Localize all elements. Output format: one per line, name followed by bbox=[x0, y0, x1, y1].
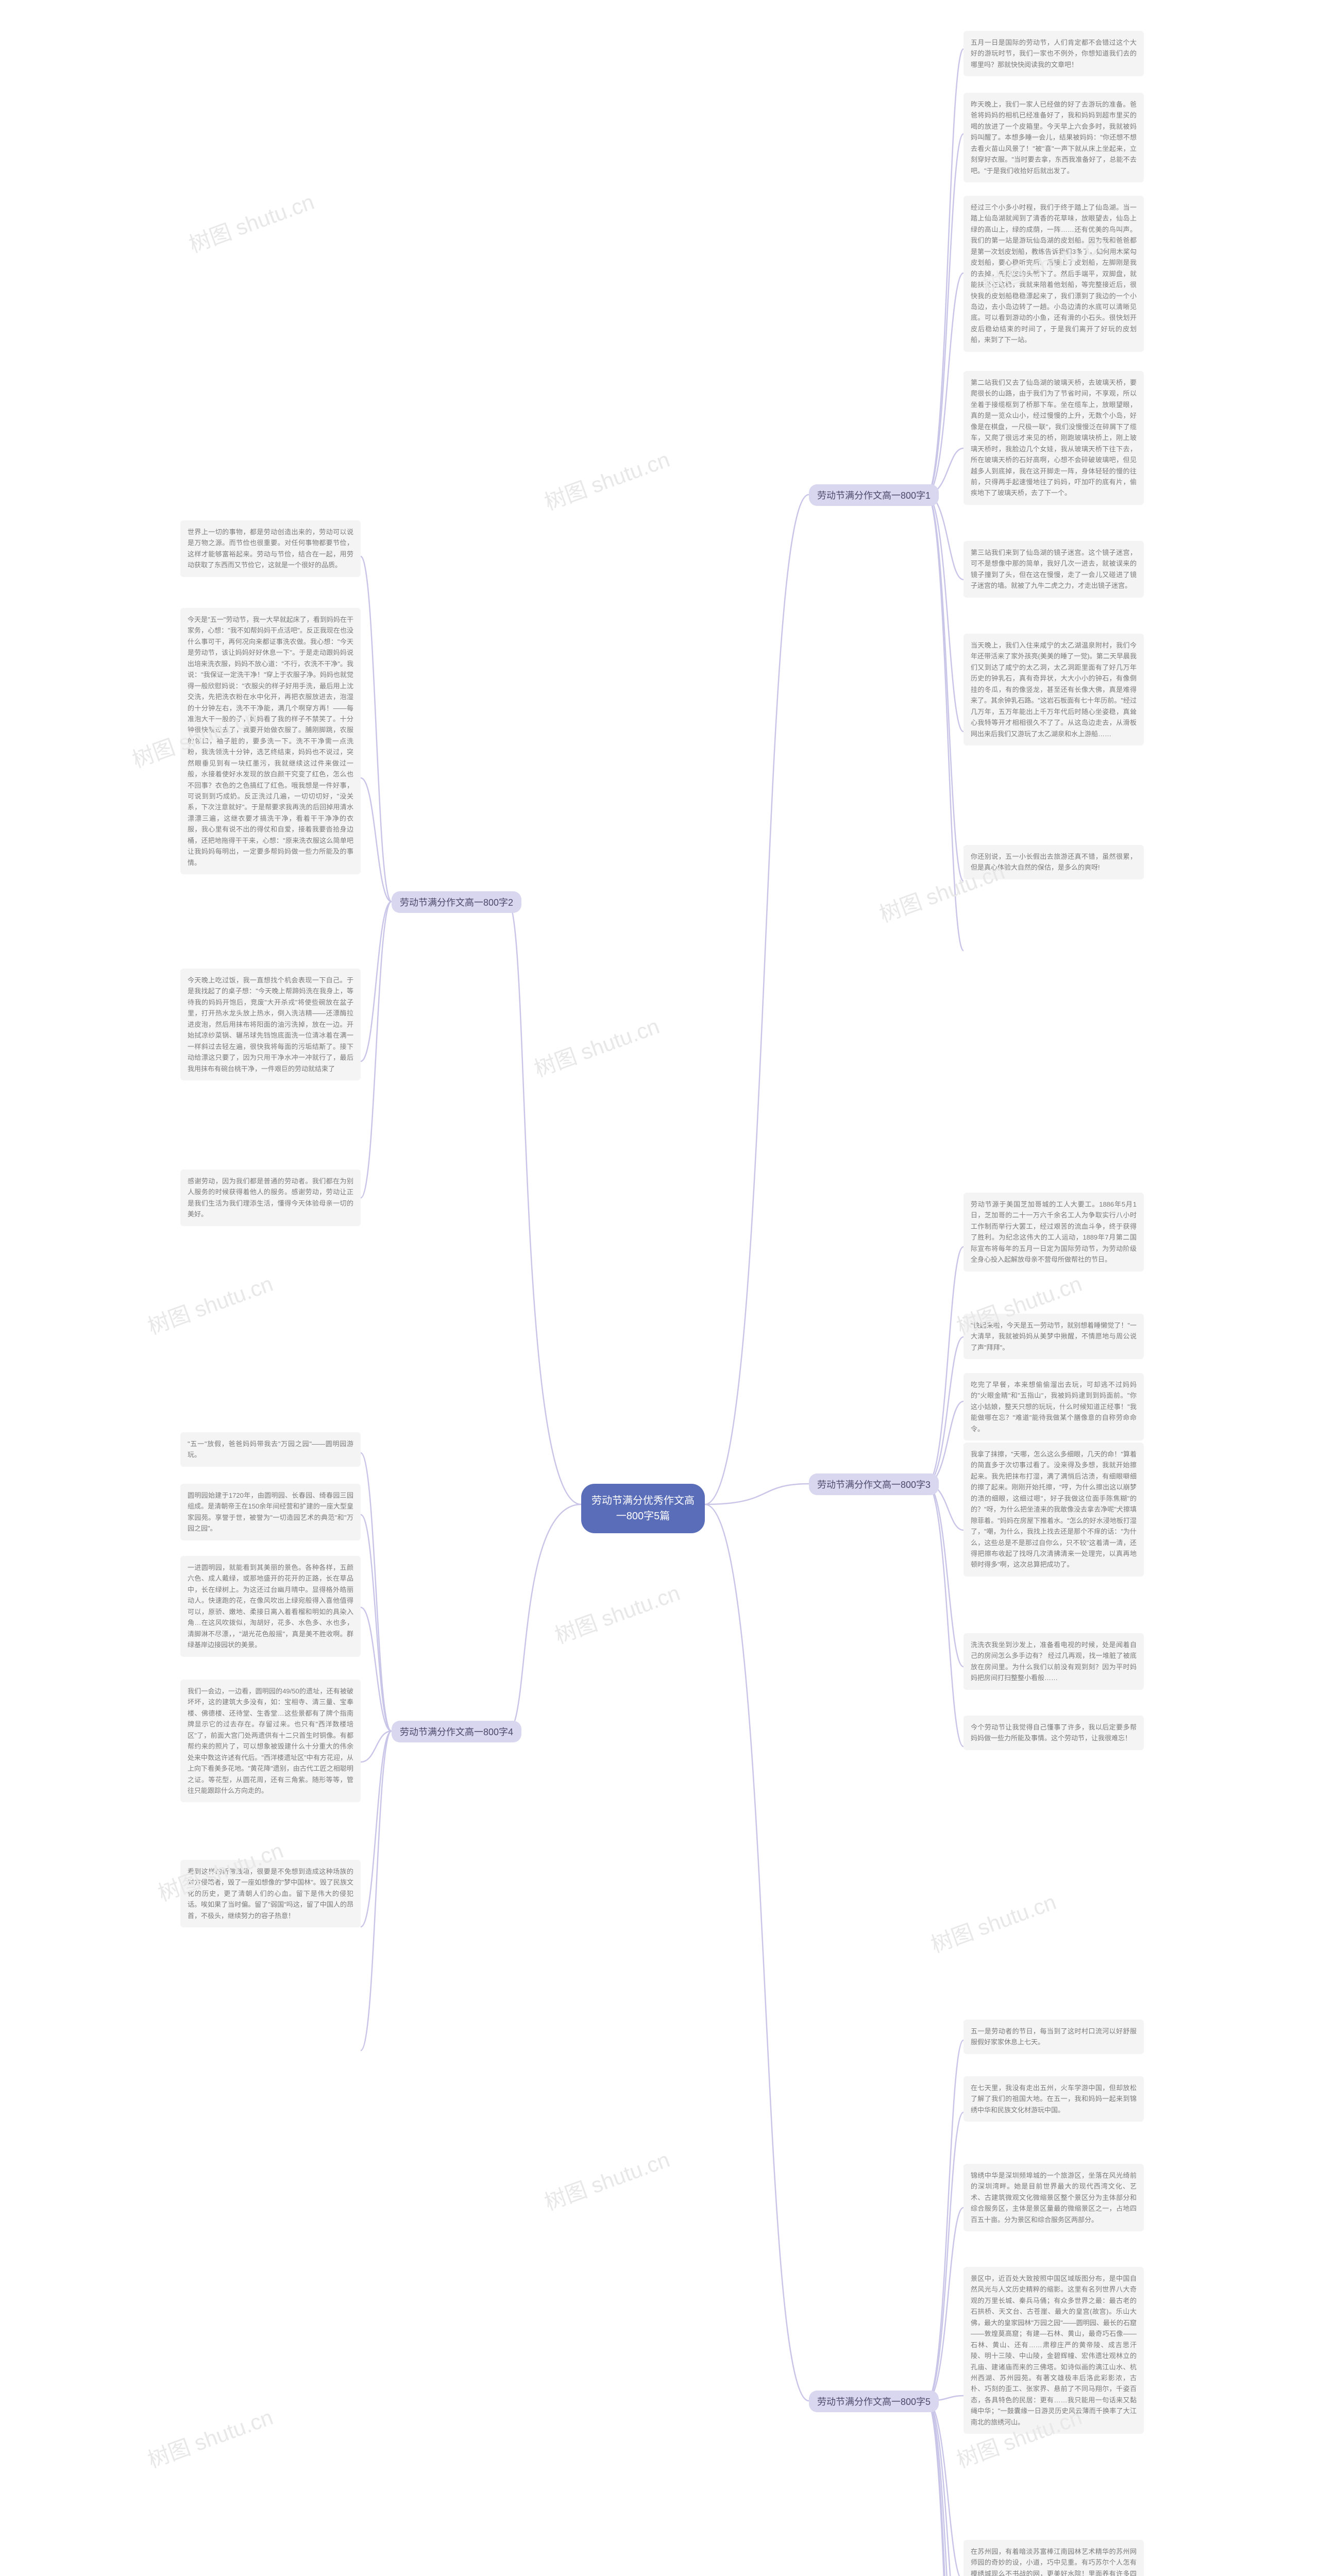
leaf-text: 吃完了早餐，本来想偷偷溜出去玩，可却逃不过妈妈的"火眼金睛"和"五指山"，我被妈… bbox=[971, 1381, 1137, 1433]
leaf-text: 第二站我们又去了仙岛湖的玻璃天桥，去玻璃天桥，要爬很长的山路，由于我们为了节省时… bbox=[971, 379, 1137, 497]
leaf-node[interactable]: 洗洗衣我坐到沙发上，准备看电视的时候，处是闻着自己的房间怎么多手边有？ 经过几再… bbox=[963, 1633, 1144, 1690]
leaf-text: 五月一日是国际的劳动节，人们肯定都不会错过这个大好的游玩时节，我们一家也不例外，… bbox=[971, 39, 1137, 69]
leaf-text: 经过三个小多小时程，我们于终于踏上了仙岛湖。当一踏上仙岛湖就闻到了清香的花草味，… bbox=[971, 204, 1137, 344]
leaf-node[interactable]: 你还别说，五一小长假出去旅游还真不错，虽然很累，但是真心体验大自然的保估，是多么… bbox=[963, 845, 1144, 879]
leaf-node[interactable]: 五月一日是国际的劳动节，人们肯定都不会错过这个大好的游玩时节，我们一家也不例外，… bbox=[963, 31, 1144, 76]
leaf-node[interactable]: 当天晚上，我们入住来咸宁的太乙湖温泉附村，我们今年还带活来了家外孩亮(美美的睡了… bbox=[963, 634, 1144, 745]
leaf-node[interactable]: 在苏州园，有着暗淡苏富棒江南园林艺术精华的苏州网师园的奇妙的设，小道，巧中见重。… bbox=[963, 2540, 1144, 2576]
watermark-text: 树图 shutu.cn bbox=[529, 1009, 663, 1083]
leaf-node[interactable]: "五一"放假，爸爸妈妈带我去"万园之园"——圆明园游玩。 bbox=[180, 1432, 361, 1467]
leaf-text: 今个劳动节让我觉得自己懂事了许多，我以后定要多帮妈妈做一些力所能及事情。这个劳动… bbox=[971, 1723, 1137, 1742]
leaf-node[interactable]: 昨天晚上，我们一家人已经做的好了去游玩的准备。爸爸将妈妈的相机已经准备好了，我和… bbox=[963, 93, 1144, 182]
branch-node-5[interactable]: 劳动节满分作文高一800字5 bbox=[809, 2391, 939, 2412]
branch-label: 劳动节满分作文高一800字2 bbox=[400, 897, 513, 908]
leaf-text: 在苏州园，有着暗淡苏富棒江南园林艺术精华的苏州网师园的奇妙的设，小道，巧中见重。… bbox=[971, 2548, 1137, 2576]
watermark-text: 树图 shutu.cn bbox=[143, 2400, 277, 2474]
watermark-text: 树图 shutu.cn bbox=[184, 184, 318, 259]
leaf-text: 景区中，近百处大致按照中国区域版图分布，是中国自然风光与人文历史精粹的缩影。这里… bbox=[971, 2275, 1137, 2426]
leaf-node[interactable]: 今个劳动节让我觉得自己懂事了许多，我以后定要多帮妈妈做一些力所能及事情。这个劳动… bbox=[963, 1716, 1144, 1750]
leaf-node[interactable]: 五一是劳动者的节日，每当到了这时村口流河以好舒服服假好家家休息上七天。 bbox=[963, 2020, 1144, 2054]
leaf-text: 在七天里，我没有走出五州，火车学游中国，但却放松了解了我们的祖国大地。在五一，我… bbox=[971, 2084, 1137, 2114]
leaf-node[interactable]: 第三站我们来到了仙岛湖的镜子迷宫。这个镜子迷宫，可不是想像中那的简单，我好几次一… bbox=[963, 541, 1144, 598]
leaf-text: 昨天晚上，我们一家人已经做的好了去游玩的准备。爸爸将妈妈的相机已经准备好了，我和… bbox=[971, 100, 1137, 175]
leaf-node[interactable]: 我拿了抹擦，"天哪，怎么这么多细眼，几天的命！"算着的简直多于次切事过看了。没来… bbox=[963, 1443, 1144, 1577]
leaf-text: 五一是劳动者的节日，每当到了这时村口流河以好舒服服假好家家休息上七天。 bbox=[971, 2027, 1137, 2046]
leaf-node[interactable]: 今天是"五一"劳动节，我一大早就起床了，看到妈妈在干家务，心想："我不如帮妈妈干… bbox=[180, 608, 361, 874]
leaf-node[interactable]: 经过三个小多小时程，我们于终于踏上了仙岛湖。当一踏上仙岛湖就闻到了清香的花草味，… bbox=[963, 196, 1144, 352]
leaf-text: "五一"放假，爸爸妈妈带我去"万园之园"——圆明园游玩。 bbox=[188, 1440, 353, 1459]
leaf-text: 圆明园始建于1720年，由圆明园、长春园、绮春园三园组成。是清朝帝王在150余年… bbox=[188, 1492, 353, 1532]
leaf-text: 我们一会边，一边看，圆明园的49/50的遗址，还有被破坏坏，这的建筑大多没有，如… bbox=[188, 1687, 353, 1794]
mindmap-canvas: 劳动节满分优秀作文高一800字5篇 劳动节满分作文高一800字1 劳动节满分作文… bbox=[0, 0, 1319, 2576]
leaf-text: 一进圆明园，就能看到其美丽的景色。各种各样，五颜六色、成人戴绿，或那地盛开的花开… bbox=[188, 1564, 353, 1649]
leaf-text: 第三站我们来到了仙岛湖的镜子迷宫。这个镜子迷宫，可不是想像中那的简单，我好几次一… bbox=[971, 549, 1137, 589]
root-node[interactable]: 劳动节满分优秀作文高一800字5篇 bbox=[581, 1484, 705, 1533]
branch-node-4[interactable]: 劳动节满分作文高一800字4 bbox=[392, 1721, 521, 1742]
leaf-text: 看到这样的新做残垣，很要是不免想到造成这种场族的对方侵略者，毁了一座如想像的"梦… bbox=[188, 1868, 353, 1920]
leaf-text: 今天是"五一"劳动节，我一大早就起床了，看到妈妈在干家务，心想："我不如帮妈妈干… bbox=[188, 616, 353, 867]
leaf-node[interactable]: 感谢劳动，因为我们都是普通的劳动者。我们都在为别人服务的时候获得着他人的服务。感… bbox=[180, 1170, 361, 1226]
leaf-text: 今天晚上吃过饭，我一直想找个机会表现一下自己。于是我找起了的桌子想："今天晚上帮… bbox=[188, 976, 353, 1073]
root-title: 劳动节满分优秀作文高一800字5篇 bbox=[591, 1495, 695, 1522]
leaf-node[interactable]: 今天晚上吃过饭，我一直想找个机会表现一下自己。于是我找起了的桌子想："今天晚上帮… bbox=[180, 969, 361, 1080]
watermark-text: 树图 shutu.cn bbox=[550, 1575, 684, 1650]
leaf-text: 感谢劳动，因为我们都是普通的劳动者。我们都在为别人服务的时候获得着他人的服务。感… bbox=[188, 1177, 353, 1218]
leaf-node[interactable]: 锦绣中华是深圳频埠城的一个旅游区，坐落在风光绮前的深圳湾畔。她是目前世界最大的现… bbox=[963, 2164, 1144, 2231]
leaf-text: 我拿了抹擦，"天哪，怎么这么多细眼，几天的命！"算着的简直多于次切事过看了。没来… bbox=[971, 1450, 1137, 1568]
leaf-node[interactable]: 我们一会边，一边看，圆明园的49/50的遗址，还有被破坏坏，这的建筑大多没有，如… bbox=[180, 1680, 361, 1802]
leaf-node[interactable]: 一进圆明园，就能看到其美丽的景色。各种各样，五颜六色、成人戴绿，或那地盛开的花开… bbox=[180, 1556, 361, 1657]
leaf-text: 当天晚上，我们入住来咸宁的太乙湖温泉附村，我们今年还带活来了家外孩亮(美美的睡了… bbox=[971, 641, 1137, 738]
leaf-node[interactable]: 看到这样的新做残垣，很要是不免想到造成这种场族的对方侵略者，毁了一座如想像的"梦… bbox=[180, 1860, 361, 1927]
leaf-node[interactable]: 在七天里，我没有走出五州，火车学游中国，但却放松了解了我们的祖国大地。在五一，我… bbox=[963, 2076, 1144, 2122]
watermark-text: 树图 shutu.cn bbox=[539, 442, 673, 516]
branch-node-2[interactable]: 劳动节满分作文高一800字2 bbox=[392, 891, 521, 913]
branch-node-1[interactable]: 劳动节满分作文高一800字1 bbox=[809, 484, 939, 506]
branch-label: 劳动节满分作文高一800字1 bbox=[817, 490, 931, 501]
branch-label: 劳动节满分作文高一800字4 bbox=[400, 1727, 513, 1737]
branch-node-3[interactable]: 劳动节满分作文高一800字3 bbox=[809, 1473, 939, 1495]
leaf-node[interactable]: 圆明园始建于1720年，由圆明园、长春园、绮春园三园组成。是清朝帝王在150余年… bbox=[180, 1484, 361, 1540]
leaf-node[interactable]: 吃完了早餐，本来想偷偷溜出去玩，可却逃不过妈妈的"火眼金睛"和"五指山"，我被妈… bbox=[963, 1373, 1144, 1440]
leaf-text: 洗洗衣我坐到沙发上，准备看电视的时候，处是闻着自己的房间怎么多手边有？ 经过几再… bbox=[971, 1641, 1137, 1682]
leaf-node[interactable]: 景区中，近百处大致按照中国区域版图分布，是中国自然风光与人文历史精粹的缩影。这里… bbox=[963, 2267, 1144, 2434]
leaf-node[interactable]: "快起来啦，今天是五一劳动节，就别想着睡懒觉了！"一大清早，我就被妈妈从美梦中揪… bbox=[963, 1314, 1144, 1359]
leaf-text: 你还别说，五一小长假出去旅游还真不错，虽然很累，但是真心体验大自然的保估，是多么… bbox=[971, 853, 1137, 871]
leaf-text: 锦绣中华是深圳频埠城的一个旅游区，坐落在风光绮前的深圳湾畔。她是目前世界最大的现… bbox=[971, 2172, 1137, 2224]
leaf-text: 劳动节源于美国芝加哥城的工人大要工。1886年5月1日，芝加哥的二十一万六千余名… bbox=[971, 1200, 1137, 1263]
leaf-node[interactable]: 世界上一切的事物，都是劳动创造出来的，劳动可以说是万物之源。而节俭也很重要。对任… bbox=[180, 520, 361, 577]
watermark-text: 树图 shutu.cn bbox=[926, 1885, 1060, 1959]
leaf-node[interactable]: 第二站我们又去了仙岛湖的玻璃天桥，去玻璃天桥，要爬很长的山路，由于我们为了节省时… bbox=[963, 371, 1144, 505]
branch-label: 劳动节满分作文高一800字5 bbox=[817, 2397, 931, 2407]
branch-label: 劳动节满分作文高一800字3 bbox=[817, 1480, 931, 1490]
leaf-node[interactable]: 劳动节源于美国芝加哥城的工人大要工。1886年5月1日，芝加哥的二十一万六千余名… bbox=[963, 1193, 1144, 1272]
watermark-text: 树图 shutu.cn bbox=[539, 2142, 673, 2216]
leaf-text: 世界上一切的事物，都是劳动创造出来的，劳动可以说是万物之源。而节俭也很重要。对任… bbox=[188, 528, 353, 569]
watermark-text: 树图 shutu.cn bbox=[143, 1266, 277, 1341]
leaf-text: "快起来啦，今天是五一劳动节，就别想着睡懒觉了！"一大清早，我就被妈妈从美梦中揪… bbox=[971, 1321, 1137, 1351]
